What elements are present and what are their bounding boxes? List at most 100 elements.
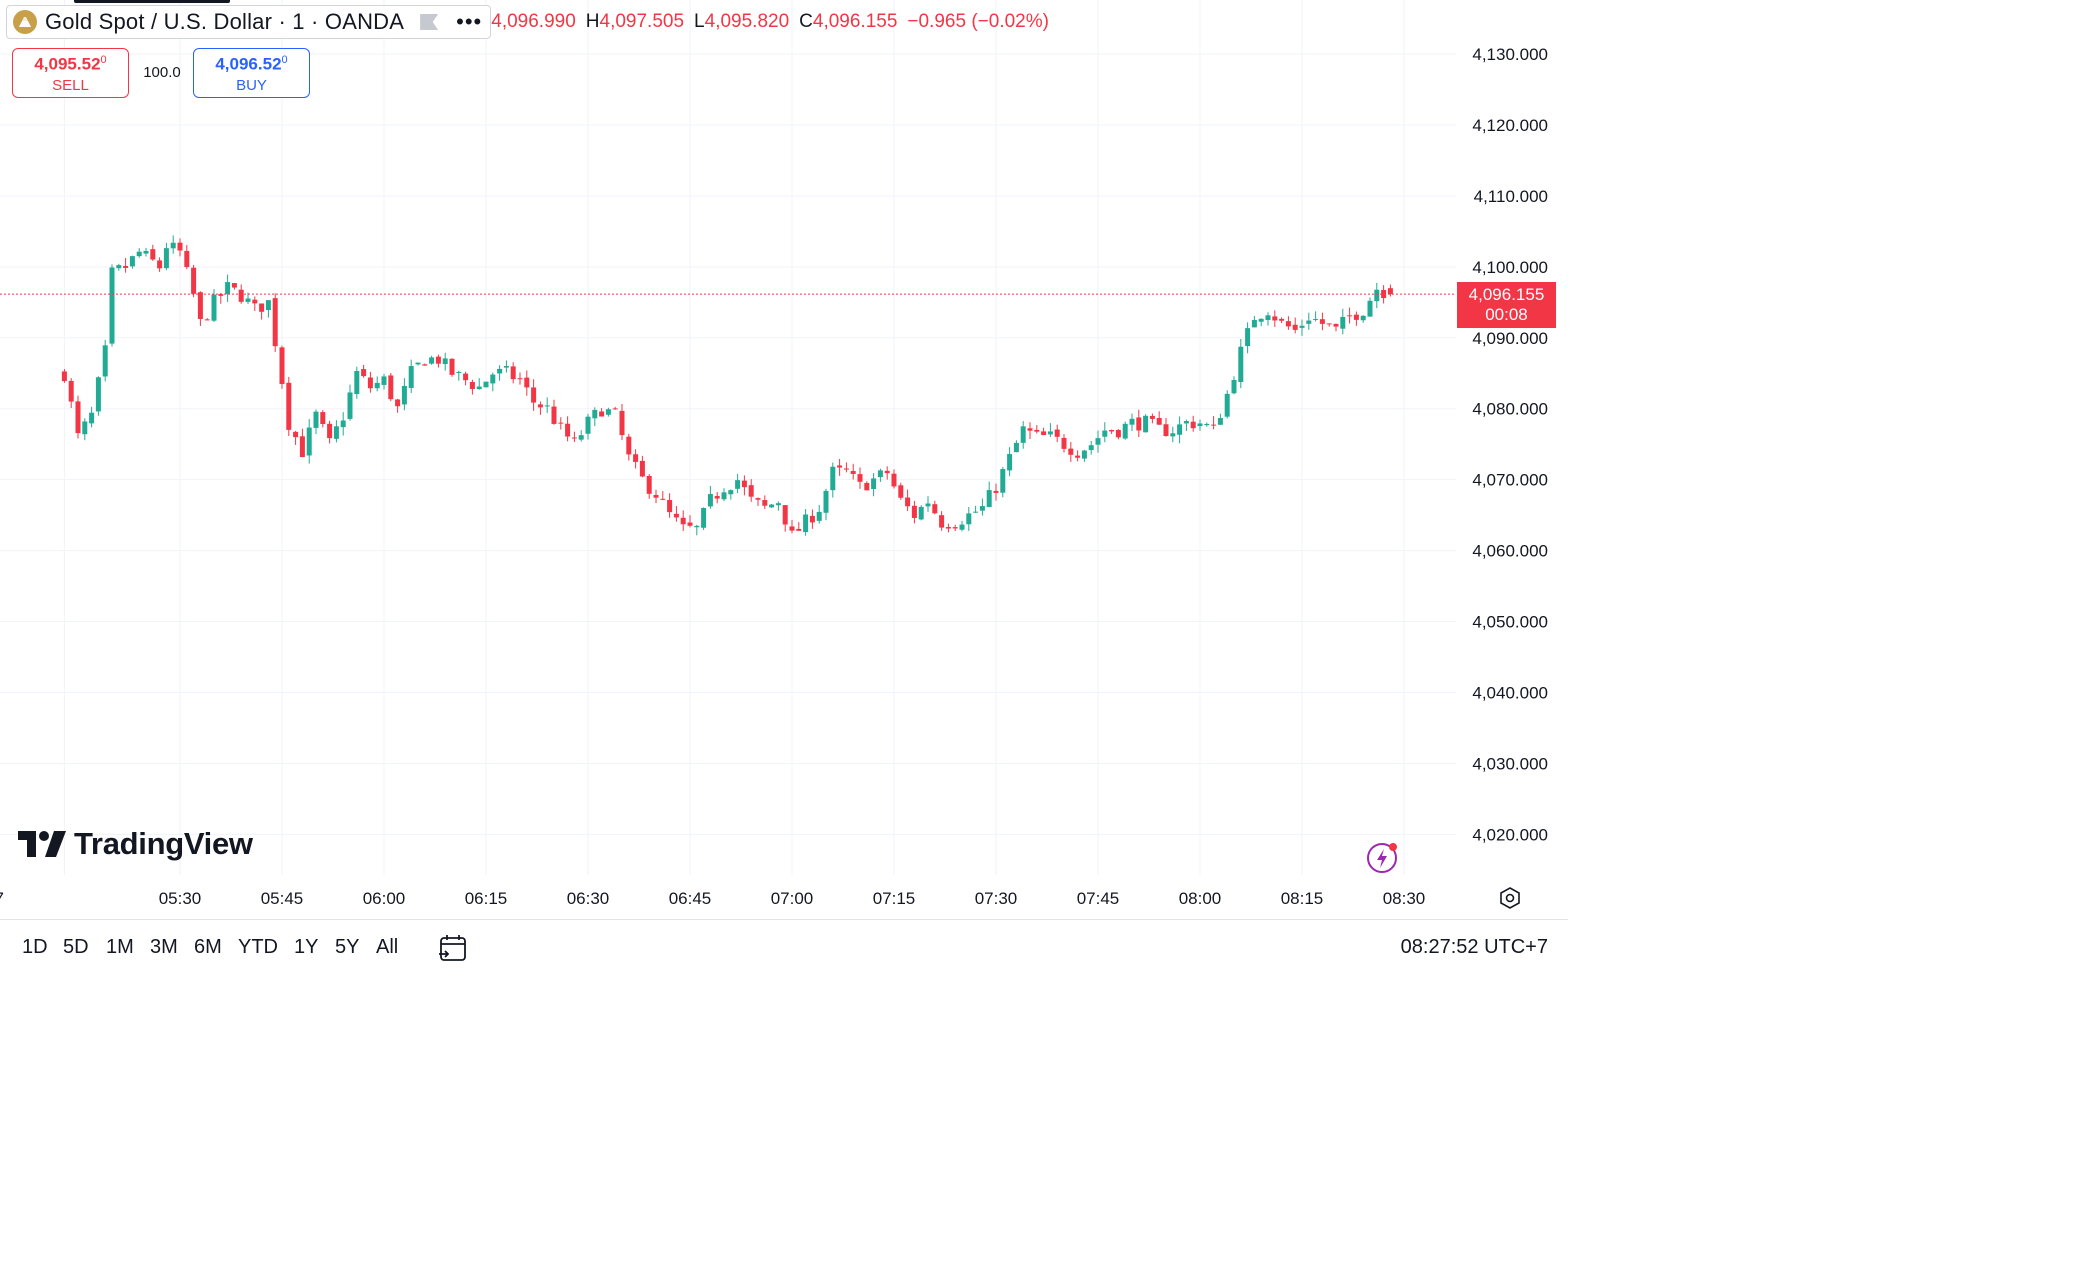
candle-body — [333, 426, 339, 439]
candle-body — [1251, 319, 1257, 328]
sell-button[interactable]: 4,095.520 SELL — [12, 48, 129, 98]
close-label: C — [799, 11, 813, 32]
candle-body — [177, 242, 183, 251]
candle-body — [89, 412, 95, 424]
candle-body — [1061, 437, 1067, 449]
candle-body — [905, 497, 911, 507]
candle-body — [191, 267, 197, 294]
candle-body — [932, 504, 938, 514]
settings-gear-icon[interactable] — [1499, 887, 1521, 909]
range-5y-button[interactable]: 5Y — [335, 936, 360, 958]
candle-body — [1081, 450, 1087, 459]
candle-body — [837, 465, 843, 468]
tradingview-logo[interactable]: TradingView — [18, 826, 253, 862]
candle-body — [347, 392, 353, 419]
candle-body — [599, 411, 605, 417]
candle-body — [259, 303, 265, 312]
candle-body — [789, 526, 795, 531]
price-axis: 4,020.000 4,030.000 4,040.000 4,050.000 4,06… — [1472, 45, 1548, 844]
last-price-value: 4,096.155 — [1468, 285, 1545, 304]
candle-body — [61, 371, 67, 382]
candle-body — [939, 515, 945, 528]
range-1d-button[interactable]: 1D — [22, 936, 48, 958]
candle-body — [95, 377, 101, 412]
gold-coin-icon — [13, 10, 37, 34]
candle-body — [673, 513, 679, 518]
range-1y-button[interactable]: 1Y — [294, 936, 319, 958]
candle-body — [592, 409, 598, 419]
range-ytd-button[interactable]: YTD — [238, 936, 278, 958]
time-tick-label: 06:30 — [567, 889, 610, 908]
candle-body — [1340, 316, 1346, 329]
change-value: −0.965 (−0.02%) — [907, 11, 1049, 32]
candle-body — [1360, 315, 1366, 321]
sell-label: SELL — [52, 76, 89, 94]
close-value: 4,096.155 — [812, 11, 898, 32]
candle-body — [1115, 430, 1121, 438]
candle-body — [612, 408, 618, 410]
candle-body — [959, 524, 965, 530]
candle-body — [1027, 428, 1033, 431]
flag-icon[interactable] — [420, 14, 439, 30]
sell-price: 4,095.520 — [13, 54, 128, 75]
candle-body — [401, 385, 407, 405]
sell-price-main: 4,095.52 — [34, 54, 101, 74]
candle-body — [830, 466, 836, 491]
range-all-button[interactable]: All — [376, 936, 399, 958]
range-5d-button[interactable]: 5D — [63, 936, 89, 958]
candle-body — [633, 454, 639, 462]
candle-body — [272, 298, 278, 347]
more-options-icon[interactable]: ••• — [456, 9, 483, 34]
candle-body — [1224, 393, 1230, 417]
goto-date-calendar-icon[interactable] — [438, 933, 468, 963]
time-tick-label: 08:00 — [1179, 889, 1222, 908]
candle-body — [1319, 319, 1325, 324]
buy-button[interactable]: 4,096.520 BUY — [193, 48, 310, 98]
candle-body — [646, 475, 652, 494]
candle-body — [367, 377, 373, 389]
candle-body — [1347, 315, 1353, 317]
candle-body — [422, 364, 428, 366]
candle-body — [408, 366, 414, 388]
range-6m-button[interactable]: 6M — [194, 936, 222, 958]
candle-body — [809, 515, 815, 523]
candle-body — [1367, 300, 1373, 317]
symbol-search-box[interactable]: Gold Spot / U.S. Dollar · 1 · OANDA ••• — [6, 5, 492, 39]
candle-body — [197, 292, 203, 319]
candle-body — [1353, 314, 1359, 320]
candle-body — [1041, 431, 1047, 436]
candle-body — [1122, 423, 1128, 439]
candle-body — [707, 494, 713, 507]
candle-body — [238, 289, 244, 302]
candle-body — [558, 422, 564, 424]
candle-body — [898, 485, 904, 498]
candle-body — [857, 474, 863, 482]
candle-body — [75, 401, 81, 434]
high-label: H — [585, 11, 600, 32]
timezone-clock[interactable]: 08:27:52 UTC+7 — [1400, 936, 1548, 958]
range-3m-button[interactable]: 3M — [150, 936, 178, 958]
toolbar-indicator — [74, 0, 230, 3]
separator-dot: · — [278, 9, 293, 34]
lightning-icon[interactable] — [1366, 841, 1400, 875]
candle-body — [680, 517, 686, 525]
candle-body — [1170, 433, 1176, 437]
open-value: 4,096.990 — [491, 11, 576, 32]
candle-body — [1197, 423, 1203, 427]
last-price-tag: 4,096.155 00:08 — [1457, 282, 1556, 328]
candle-body — [510, 366, 516, 380]
range-1m-button[interactable]: 1M — [106, 936, 134, 958]
candle-body — [218, 294, 224, 296]
candle-body — [340, 420, 346, 428]
candle-body — [1272, 316, 1278, 321]
price-tick-label: 4,110.000 — [1474, 187, 1548, 206]
price-chart[interactable]: 4,020.000 4,030.000 4,040.000 4,050.000 4,06… — [0, 0, 1568, 966]
candle-body — [163, 248, 169, 269]
time-tick-label: 08:30 — [1383, 889, 1426, 908]
tradingview-logo-icon — [18, 831, 66, 857]
candle-body — [456, 371, 462, 373]
candle-body — [1190, 421, 1196, 429]
candle-body — [639, 460, 645, 477]
candle-body — [1374, 289, 1380, 302]
candle-body — [1034, 429, 1040, 432]
